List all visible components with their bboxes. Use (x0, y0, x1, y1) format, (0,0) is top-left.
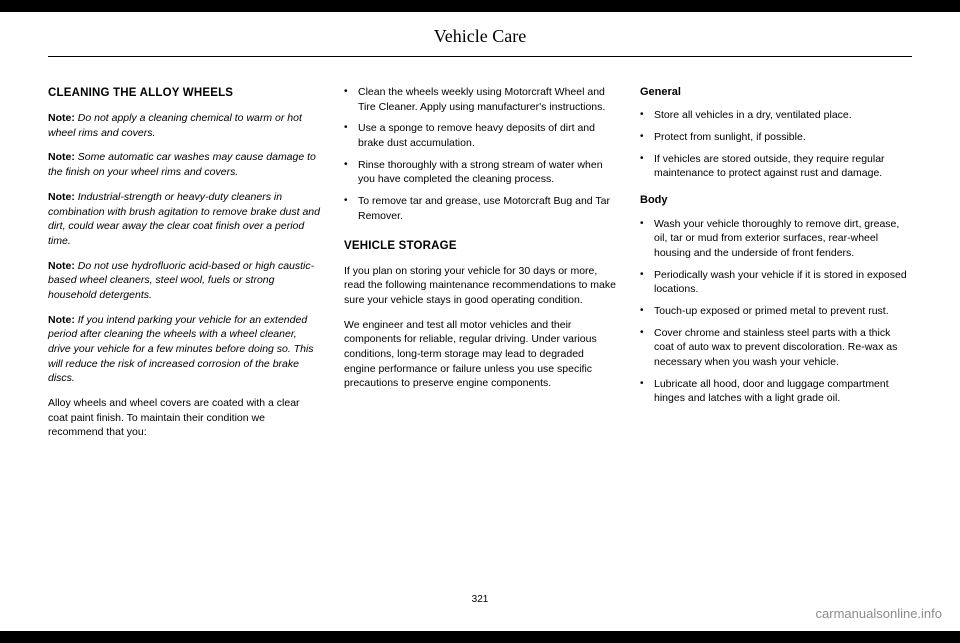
list-item: • Touch-up exposed or primed metal to pr… (640, 304, 912, 319)
list-item: • Cover chrome and stainless steel parts… (640, 326, 912, 370)
note-2: Note: Some automatic car washes may caus… (48, 150, 320, 179)
note-label: Note: (48, 314, 75, 326)
bullet-text: To remove tar and grease, use Motorcraft… (358, 194, 616, 223)
list-item: • Use a sponge to remove heavy deposits … (344, 121, 616, 150)
note-label: Note: (48, 260, 75, 272)
page-header: Vehicle Care (0, 12, 960, 53)
bullet-icon: • (640, 377, 654, 406)
bullet-icon: • (344, 85, 358, 114)
note-text: Industrial-strength or heavy-duty cleane… (48, 191, 320, 247)
bullet-list-general: • Store all vehicles in a dry, ventilate… (640, 108, 912, 181)
bullet-icon: • (640, 108, 654, 123)
bullet-text: Wash your vehicle thoroughly to remove d… (654, 217, 912, 261)
bullet-icon: • (344, 194, 358, 223)
page-title: Vehicle Care (0, 26, 960, 47)
column-1: CLEANING THE ALLOY WHEELS Note: Do not a… (48, 85, 320, 450)
bullet-icon: • (640, 152, 654, 181)
bullet-icon: • (640, 326, 654, 370)
note-label: Note: (48, 191, 75, 203)
list-item: • Wash your vehicle thoroughly to remove… (640, 217, 912, 261)
bullet-icon: • (344, 121, 358, 150)
bullet-text: Use a sponge to remove heavy deposits of… (358, 121, 616, 150)
list-item: • Periodically wash your vehicle if it i… (640, 268, 912, 297)
bullet-list-col2-top: • Clean the wheels weekly using Motorcra… (344, 85, 616, 224)
subheading-general: General (640, 85, 912, 100)
note-text: Do not apply a cleaning chemical to warm… (48, 112, 302, 139)
bullet-list-body: • Wash your vehicle thoroughly to remove… (640, 217, 912, 407)
note-text: Do not use hydrofluoric acid-based or hi… (48, 260, 314, 301)
bullet-icon: • (640, 268, 654, 297)
bullet-text: Store all vehicles in a dry, ventilated … (654, 108, 912, 123)
bullet-text: If vehicles are stored outside, they req… (654, 152, 912, 181)
storage-para-2: We engineer and test all motor vehicles … (344, 318, 616, 391)
note-label: Note: (48, 151, 75, 163)
column-3: General • Store all vehicles in a dry, v… (640, 85, 912, 450)
watermark-text: carmanualsonline.info (816, 606, 942, 621)
bullet-icon: • (640, 217, 654, 261)
bullet-text: Touch-up exposed or primed metal to prev… (654, 304, 912, 319)
bullet-text: Cover chrome and stainless steel parts w… (654, 326, 912, 370)
body-para: Alloy wheels and wheel covers are coated… (48, 396, 320, 440)
note-5: Note: If you intend parking your vehicle… (48, 313, 320, 386)
page-number: 321 (0, 594, 960, 605)
note-4: Note: Do not use hydrofluoric acid-based… (48, 259, 320, 303)
content-columns: CLEANING THE ALLOY WHEELS Note: Do not a… (0, 57, 960, 450)
bullet-text: Periodically wash your vehicle if it is … (654, 268, 912, 297)
manual-page: Vehicle Care CLEANING THE ALLOY WHEELS N… (0, 12, 960, 631)
bullet-text: Lubricate all hood, door and luggage com… (654, 377, 912, 406)
bullet-text: Protect from sunlight, if possible. (654, 130, 912, 145)
list-item: • Store all vehicles in a dry, ventilate… (640, 108, 912, 123)
list-item: • Lubricate all hood, door and luggage c… (640, 377, 912, 406)
note-text: If you intend parking your vehicle for a… (48, 314, 314, 385)
list-item: • Protect from sunlight, if possible. (640, 130, 912, 145)
list-item: • Rinse thoroughly with a strong stream … (344, 158, 616, 187)
heading-cleaning-alloy-wheels: CLEANING THE ALLOY WHEELS (48, 85, 320, 101)
list-item: • To remove tar and grease, use Motorcra… (344, 194, 616, 223)
bullet-icon: • (640, 130, 654, 145)
column-2: • Clean the wheels weekly using Motorcra… (344, 85, 616, 450)
storage-para-1: If you plan on storing your vehicle for … (344, 264, 616, 308)
bullet-icon: • (640, 304, 654, 319)
note-1: Note: Do not apply a cleaning chemical t… (48, 111, 320, 140)
heading-vehicle-storage: VEHICLE STORAGE (344, 238, 616, 254)
note-label: Note: (48, 112, 75, 124)
note-text: Some automatic car washes may cause dama… (48, 151, 316, 178)
bullet-text: Clean the wheels weekly using Motorcraft… (358, 85, 616, 114)
subheading-body: Body (640, 193, 912, 208)
list-item: • Clean the wheels weekly using Motorcra… (344, 85, 616, 114)
bullet-text: Rinse thoroughly with a strong stream of… (358, 158, 616, 187)
bullet-icon: • (344, 158, 358, 187)
note-3: Note: Industrial-strength or heavy-duty … (48, 190, 320, 249)
list-item: • If vehicles are stored outside, they r… (640, 152, 912, 181)
